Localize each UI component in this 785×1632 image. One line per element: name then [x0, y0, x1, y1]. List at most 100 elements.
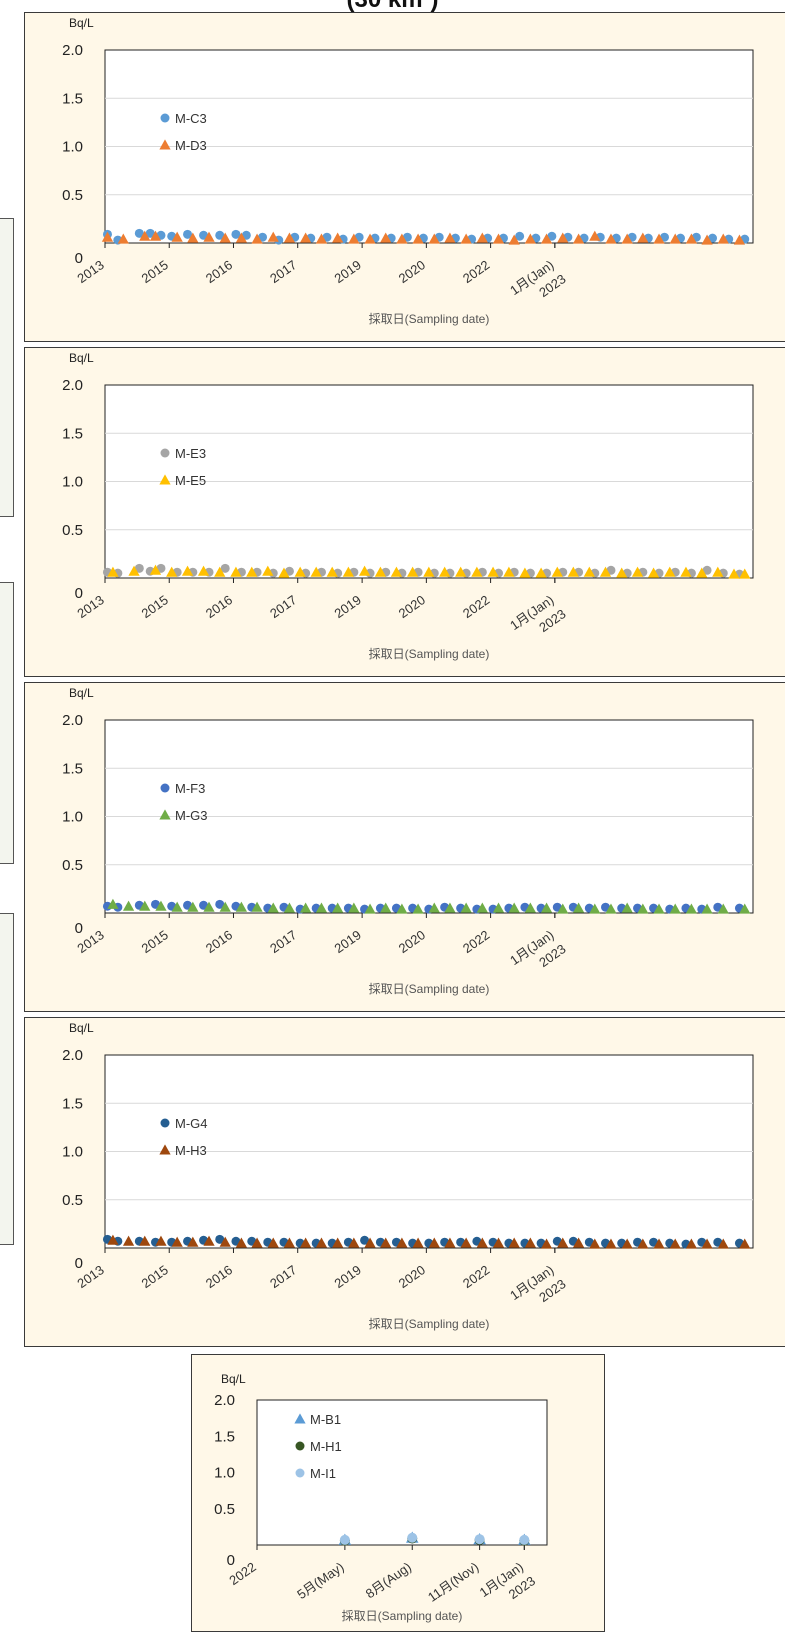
- x-tick-label: 2017: [267, 257, 299, 286]
- data-point: [572, 233, 585, 244]
- legend-label: M-E5: [175, 473, 206, 488]
- x-tick-label: 2020: [396, 257, 428, 286]
- data-point: [300, 232, 312, 243]
- data-point: [251, 901, 263, 912]
- data-point: [717, 1238, 729, 1249]
- legend-label: M-D3: [175, 138, 207, 153]
- legend-label: M-G4: [175, 1116, 208, 1131]
- y-tick-label: 1.5: [62, 760, 83, 777]
- data-point: [637, 232, 649, 243]
- x-tick-label: 2020: [396, 592, 428, 621]
- data-point: [492, 1237, 505, 1248]
- y-axis-unit: Bq/L: [69, 16, 94, 30]
- data-point: [439, 566, 451, 577]
- data-point: [183, 229, 193, 239]
- data-point: [380, 902, 392, 913]
- data-point: [717, 233, 729, 244]
- data-point: [149, 230, 162, 241]
- data-point: [235, 232, 248, 243]
- y-axis-unit: Bq/L: [69, 686, 94, 700]
- data-point: [423, 566, 435, 577]
- x-tick-label: 2020: [396, 1262, 428, 1291]
- data-point: [315, 233, 328, 244]
- legend-marker: [160, 783, 170, 793]
- legend-marker: [160, 113, 170, 123]
- data-point: [444, 232, 456, 243]
- data-point: [294, 566, 306, 577]
- legend-marker: [160, 448, 170, 458]
- data-point: [637, 1238, 649, 1249]
- x-tick-label: 11月(Nov): [425, 1559, 481, 1605]
- data-point: [101, 231, 114, 242]
- data-point: [364, 233, 376, 244]
- data-point: [197, 565, 210, 576]
- data-point: [231, 229, 241, 239]
- data-point: [107, 898, 119, 909]
- data-point: [471, 566, 483, 577]
- data-point: [605, 233, 617, 244]
- data-point: [412, 903, 424, 914]
- data-point: [407, 1532, 418, 1543]
- x-tick-label: 2019: [332, 257, 364, 286]
- data-point: [669, 233, 681, 244]
- data-point: [572, 902, 585, 913]
- y-tick-label: 2.0: [62, 377, 83, 394]
- data-point: [428, 233, 440, 244]
- data-point: [476, 1237, 488, 1248]
- data-point: [122, 1235, 135, 1246]
- data-point: [396, 903, 408, 914]
- data-point: [492, 233, 505, 244]
- data-point: [444, 1237, 456, 1248]
- data-point: [283, 902, 296, 913]
- data-point: [519, 1534, 530, 1545]
- legend-label: M-F3: [175, 781, 205, 796]
- data-point: [396, 1237, 408, 1248]
- data-point: [508, 902, 520, 913]
- data-point: [487, 566, 499, 577]
- x-tick-label: 2020: [396, 927, 428, 956]
- y-tick-label: 0.5: [62, 857, 83, 874]
- data-point: [589, 903, 601, 914]
- data-point: [653, 903, 665, 914]
- data-point: [166, 566, 178, 577]
- data-point: [460, 902, 472, 913]
- data-point: [348, 902, 360, 913]
- data-point: [524, 1237, 536, 1248]
- data-point: [107, 566, 119, 577]
- y-tick-label: 2.0: [62, 1047, 83, 1064]
- data-point: [557, 1237, 569, 1248]
- data-point: [476, 232, 488, 243]
- y-tick-label: 1.5: [62, 90, 83, 107]
- data-point: [631, 566, 644, 577]
- data-point: [407, 566, 419, 577]
- data-point: [203, 1235, 215, 1246]
- y-axis-unit: Bq/L: [69, 1021, 94, 1035]
- data-point: [246, 566, 258, 577]
- legend-label: M-H3: [175, 1143, 207, 1158]
- data-point: [739, 1238, 751, 1249]
- data-point: [524, 233, 536, 244]
- data-point: [702, 565, 712, 575]
- data-point: [540, 1238, 553, 1249]
- data-point: [551, 566, 563, 577]
- data-point: [300, 1237, 312, 1248]
- data-point: [278, 567, 290, 578]
- legend-marker: [295, 1441, 305, 1451]
- y-tick-label: 0.5: [62, 1192, 83, 1209]
- data-point: [134, 563, 144, 573]
- legend-marker: [159, 809, 171, 820]
- data-point: [583, 566, 595, 577]
- x-tick-label: 2019: [332, 927, 364, 956]
- legend-label: M-E3: [175, 446, 206, 461]
- data-point: [557, 903, 569, 914]
- x-axis-label: 採取日(Sampling date): [342, 1609, 463, 1623]
- data-point: [251, 233, 263, 244]
- chart-panel-1: 0 0.5 1.0 1.5 2.0 Bq/L 2013 2015 2016 2017 2019 202…: [24, 12, 785, 342]
- x-tick-label: 2015: [139, 1262, 171, 1291]
- data-point: [145, 228, 155, 238]
- data-point: [215, 1234, 225, 1244]
- y-tick-label: 0: [75, 920, 83, 937]
- x-tick-label: 2019: [332, 1262, 364, 1291]
